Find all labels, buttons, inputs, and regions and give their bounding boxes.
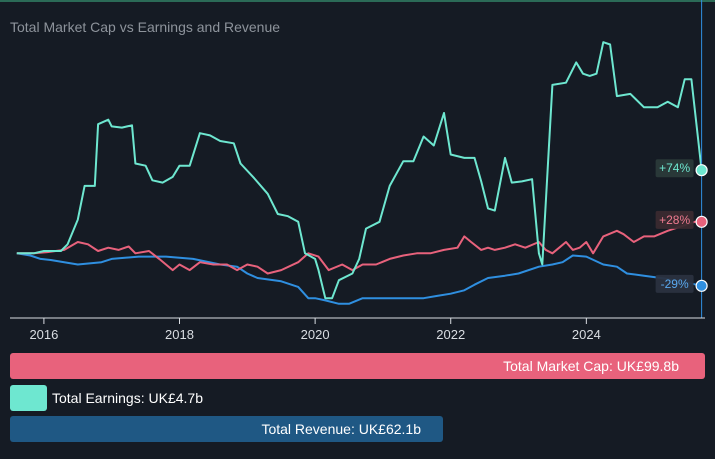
end-marker-revenue xyxy=(695,279,708,292)
series-line-revenue xyxy=(16,252,702,305)
end-markers: +74% +28% -29% xyxy=(655,159,708,293)
series-line-earnings xyxy=(16,41,703,300)
chart-area[interactable]: 2016 2018 2020 2022 2024 +74% +28% -29% xyxy=(0,0,715,350)
legend-earnings-label: Total Earnings: UK£4.7b xyxy=(52,390,203,406)
x-tick-label: 2020 xyxy=(301,327,330,342)
legend-earnings-bar xyxy=(10,385,47,411)
x-axis: 2016 2018 2020 2022 2024 xyxy=(10,0,705,342)
end-label-box-revenue xyxy=(655,274,694,293)
end-marker-earnings xyxy=(695,164,708,177)
end-marker-market-cap xyxy=(695,215,708,228)
series-lines xyxy=(16,41,703,305)
legend-revenue-bar: Total Revenue: UK£62.1b xyxy=(10,416,443,442)
end-label-earnings: +74% xyxy=(659,161,690,175)
x-tick-label: 2024 xyxy=(572,327,601,342)
x-tick-label: 2022 xyxy=(436,327,465,342)
end-label-box-earnings xyxy=(655,159,694,178)
end-label-revenue: -29% xyxy=(661,277,689,291)
legend-market-cap-bar: Total Market Cap: UK£99.8b xyxy=(10,353,705,379)
end-label-box-market-cap xyxy=(655,210,694,229)
top-accent-bar xyxy=(0,0,715,2)
x-tick-label: 2018 xyxy=(165,327,194,342)
series-line-market-cap xyxy=(16,220,702,275)
x-tick-label: 2016 xyxy=(29,327,58,342)
chart-title: Total Market Cap vs Earnings and Revenue xyxy=(10,19,281,35)
end-label-market-cap: +28% xyxy=(659,213,690,227)
